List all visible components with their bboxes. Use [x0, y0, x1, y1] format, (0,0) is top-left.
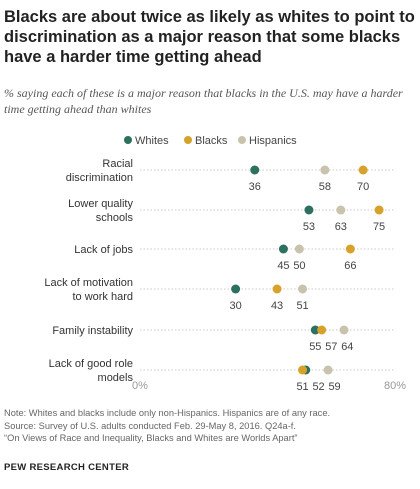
data-label-whites: 45	[277, 260, 289, 272]
data-label-hispanics: 50	[293, 260, 305, 272]
data-point-hispanics	[336, 205, 346, 215]
data-label-whites: 52	[312, 381, 324, 393]
category-label: Lack of jobs	[74, 244, 133, 256]
data-label-blacks: 70	[357, 181, 369, 193]
legend-label-blacks: Blacks	[195, 135, 228, 147]
dot-plot-chart: Whites Blacks Hispanics Racial discriminatio…	[44, 135, 406, 393]
axis-label-max: 80%	[384, 380, 406, 392]
data-point-hispanics	[339, 325, 349, 335]
data-point-blacks	[345, 244, 355, 254]
category-label: to work hard	[72, 291, 133, 303]
category-label: Family instability	[52, 325, 133, 337]
data-label-hispanics: 51	[296, 300, 308, 312]
data-point-whites	[310, 325, 320, 335]
legend-label-whites: Whites	[135, 135, 169, 147]
data-label-whites: 55	[309, 341, 321, 353]
legend-marker-hispanics	[238, 136, 246, 144]
data-label-blacks: 43	[271, 300, 283, 312]
data-point-whites	[231, 284, 241, 294]
category-label: models	[98, 372, 134, 384]
data-point-blacks	[298, 365, 308, 375]
data-point-blacks	[358, 165, 368, 175]
data-label-hispanics: 59	[328, 381, 340, 393]
category-label: discrimination	[66, 172, 133, 184]
legend-marker-whites	[124, 136, 132, 144]
data-point-whites	[250, 165, 260, 175]
chart-title: Blacks are about twice as likely as whit…	[4, 8, 415, 66]
chart-subtitle: % saying each of these is a major reason…	[4, 86, 403, 116]
data-point-whites	[304, 205, 314, 215]
source-line: Source: Survey of U.S. adults conducted …	[4, 420, 296, 431]
legend-label-hispanics: Hispanics	[249, 135, 297, 147]
category-label: Racial	[102, 158, 133, 170]
data-label-hispanics: 63	[335, 221, 347, 233]
data-label-blacks: 51	[296, 381, 308, 393]
data-label-hispanics: 58	[319, 181, 331, 193]
report-title-line: “On Views of Race and Inequality, Blacks…	[4, 433, 298, 443]
data-label-blacks: 75	[373, 221, 385, 233]
data-label-blacks: 57	[325, 341, 337, 353]
data-label-whites: 53	[303, 221, 315, 233]
category-label: schools	[96, 212, 134, 224]
data-label-whites: 30	[230, 300, 242, 312]
category-label: Lower quality	[68, 198, 133, 210]
data-point-hispanics	[323, 365, 333, 375]
data-point-blacks	[317, 325, 327, 335]
data-point-hispanics	[320, 165, 330, 175]
axis-label-min: 0%	[132, 380, 148, 392]
data-point-hispanics	[294, 244, 304, 254]
data-point-hispanics	[298, 284, 308, 294]
category-label: Lack of good role	[49, 358, 133, 370]
legend-marker-blacks	[184, 136, 192, 144]
data-label-whites: 36	[249, 181, 261, 193]
data-point-whites	[278, 244, 288, 254]
category-label: Lack of motivation	[44, 277, 133, 289]
data-label-hispanics: 64	[341, 341, 353, 353]
brand-label: PEW RESEARCH CENTER	[4, 462, 129, 473]
data-point-blacks	[272, 284, 282, 294]
footer-notes: Note: Whites and blacks include only non…	[4, 407, 416, 445]
data-point-blacks	[374, 205, 384, 215]
note-line: Note: Whites and blacks include only non…	[4, 408, 331, 418]
data-label-blacks: 66	[344, 260, 356, 272]
